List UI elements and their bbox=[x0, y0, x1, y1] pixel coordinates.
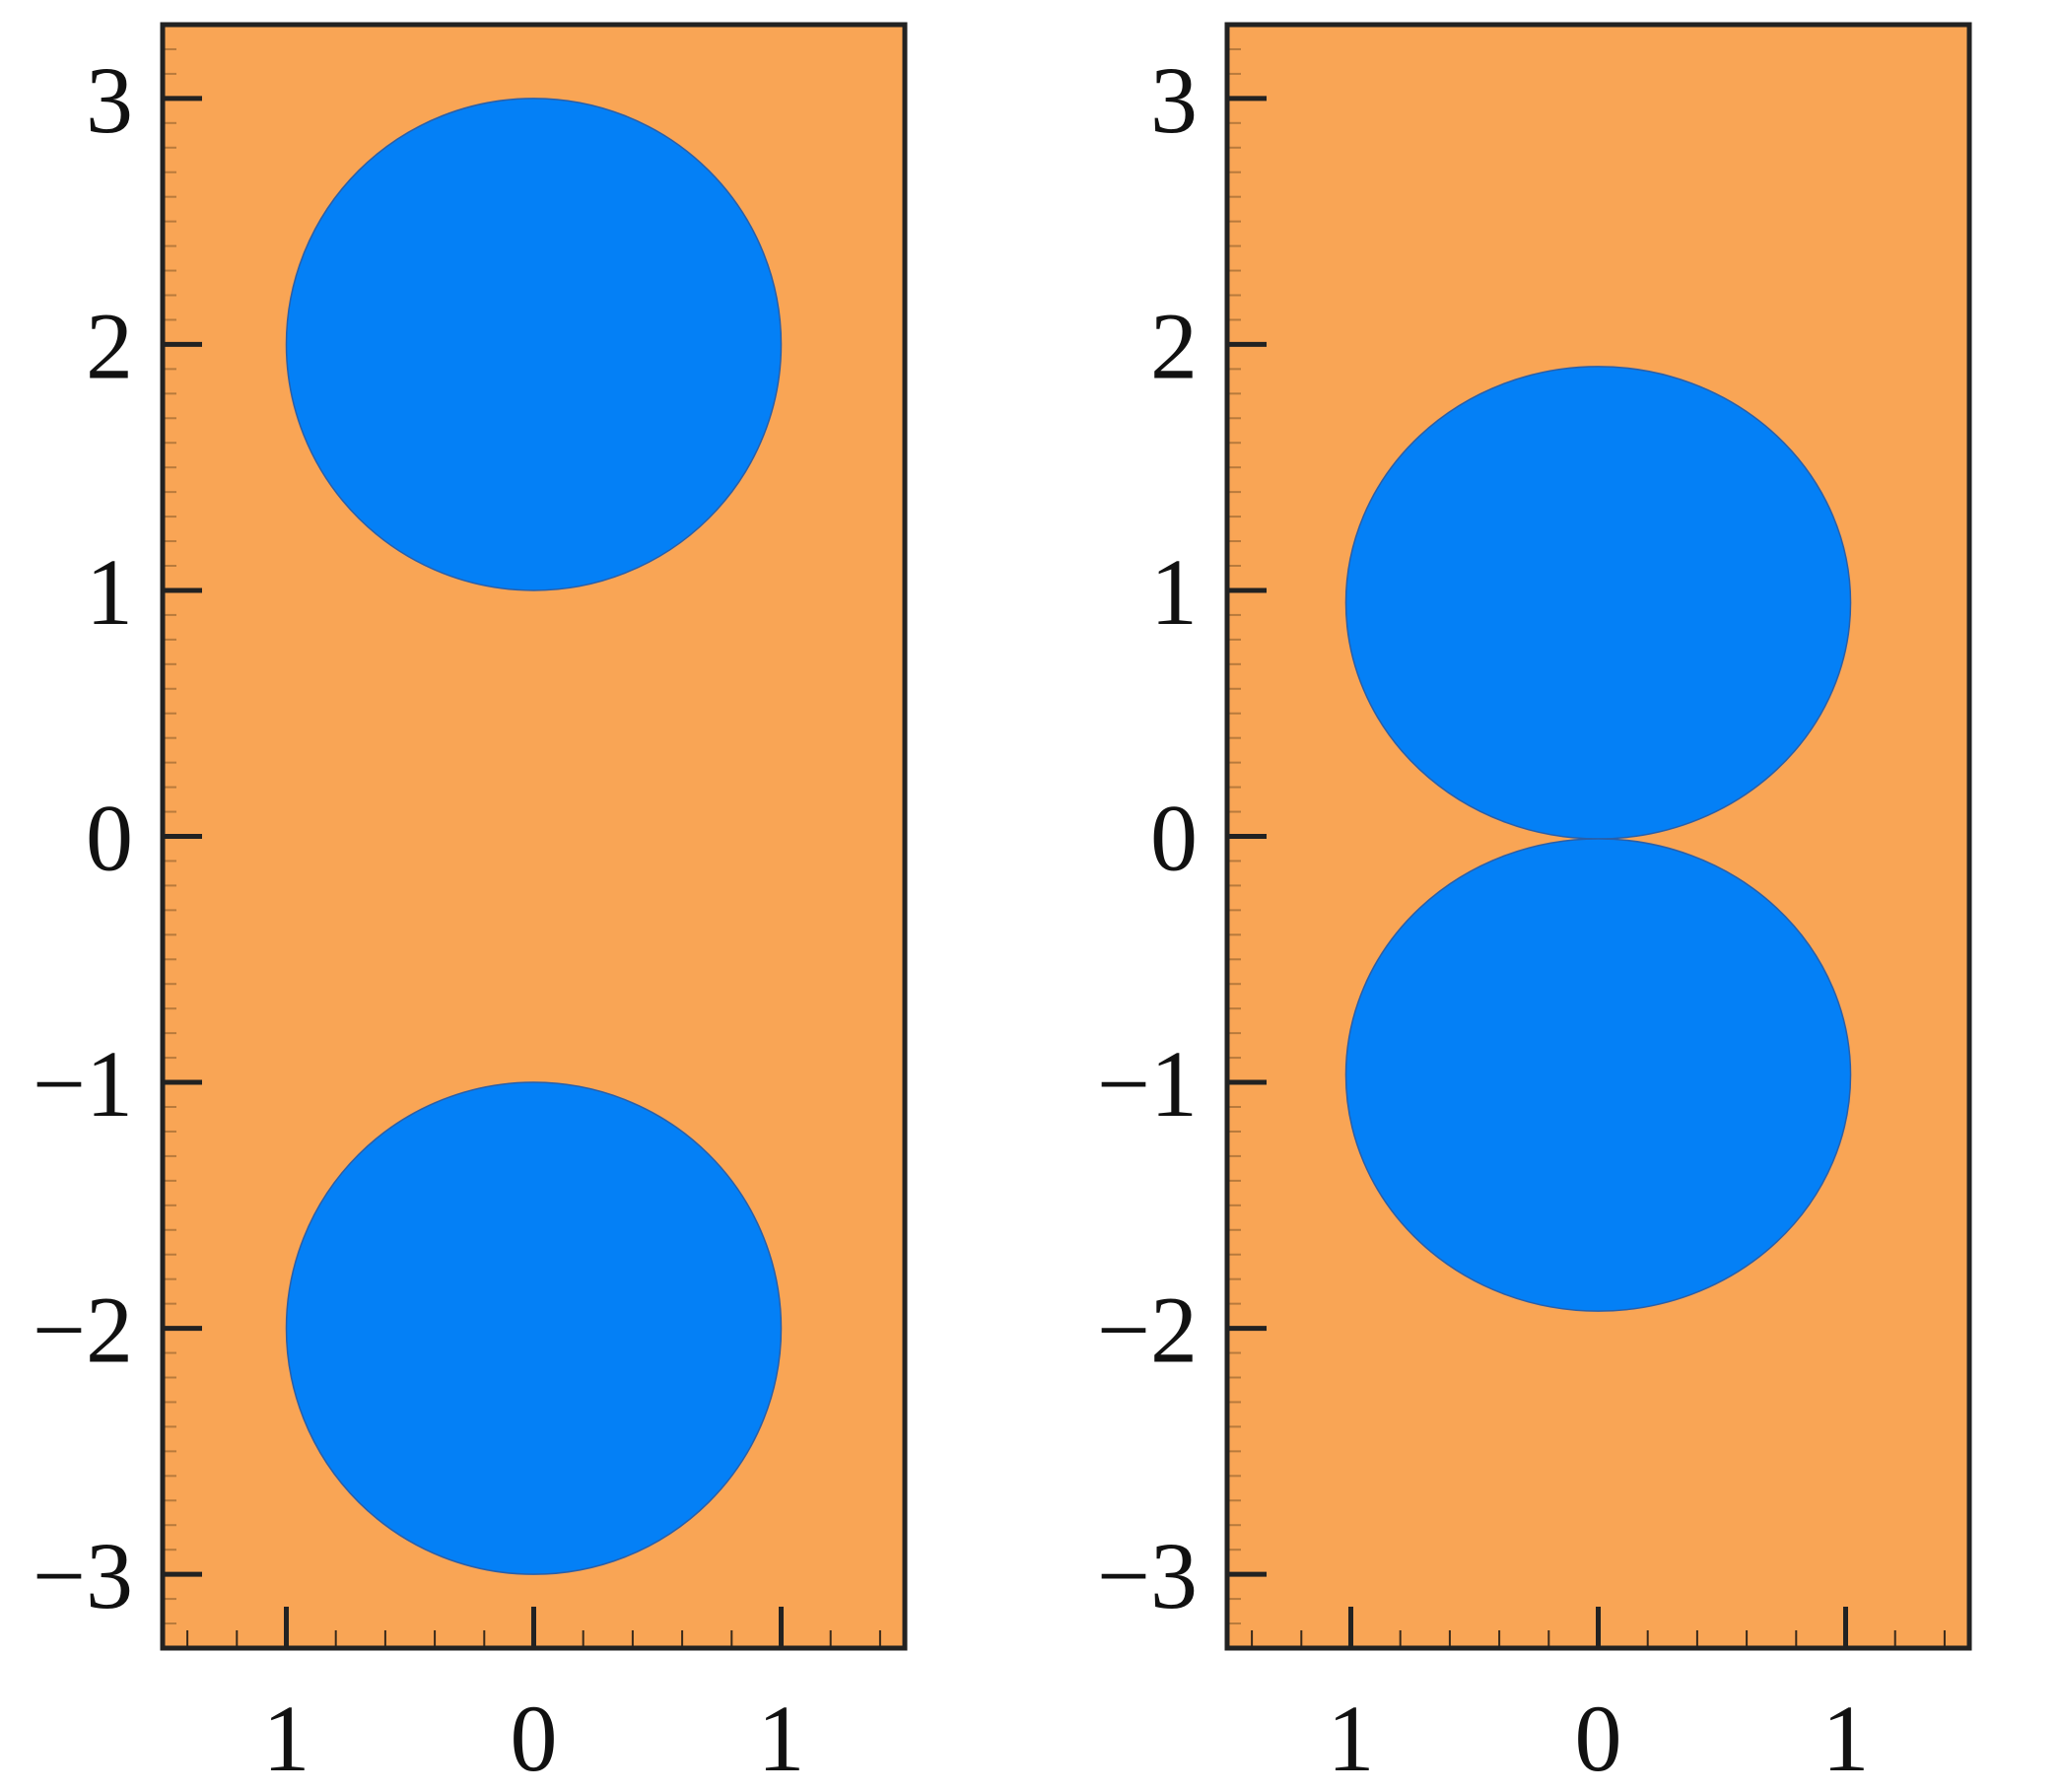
y-tick-label: −2 bbox=[1097, 1277, 1198, 1383]
x-tick-label: 1 bbox=[263, 1686, 310, 1791]
bubble-1 bbox=[285, 98, 783, 591]
bubble-2 bbox=[285, 1081, 783, 1575]
bubble-1 bbox=[1344, 366, 1852, 840]
x-tick-label: 0 bbox=[1575, 1686, 1622, 1791]
y-tick-label: −1 bbox=[1097, 1031, 1198, 1137]
y-tick-label: 0 bbox=[1150, 786, 1198, 891]
y-tick-label: −3 bbox=[33, 1523, 133, 1628]
y-tick-label: 3 bbox=[1150, 47, 1198, 153]
y-tick-label: −1 bbox=[33, 1031, 133, 1137]
y-tick-label: −2 bbox=[33, 1277, 133, 1383]
x-tick-label: 0 bbox=[511, 1686, 558, 1791]
y-tick-label: 2 bbox=[86, 293, 133, 398]
bubble-2 bbox=[1344, 838, 1852, 1312]
y-tick-label: −3 bbox=[1097, 1523, 1198, 1628]
x-tick-label: 1 bbox=[1822, 1686, 1870, 1791]
y-tick-label: 3 bbox=[86, 47, 133, 153]
chart-panel-2: 3 2 1 0 −1 −2 −3 1 0 1 bbox=[1097, 22, 1972, 1791]
plot-frame bbox=[1224, 22, 1972, 1651]
x-tick-label: 1 bbox=[758, 1686, 805, 1791]
plot-frame bbox=[160, 22, 908, 1651]
x-tick-label: 1 bbox=[1328, 1686, 1375, 1791]
chart-panel-1: 3 2 1 0 −1 −2 −3 1 0 1 bbox=[33, 22, 908, 1791]
y-tick-label: 1 bbox=[1150, 539, 1198, 645]
y-tick-label: 0 bbox=[86, 786, 133, 891]
y-tick-label: 2 bbox=[1150, 293, 1198, 398]
y-tick-label: 1 bbox=[86, 539, 133, 645]
